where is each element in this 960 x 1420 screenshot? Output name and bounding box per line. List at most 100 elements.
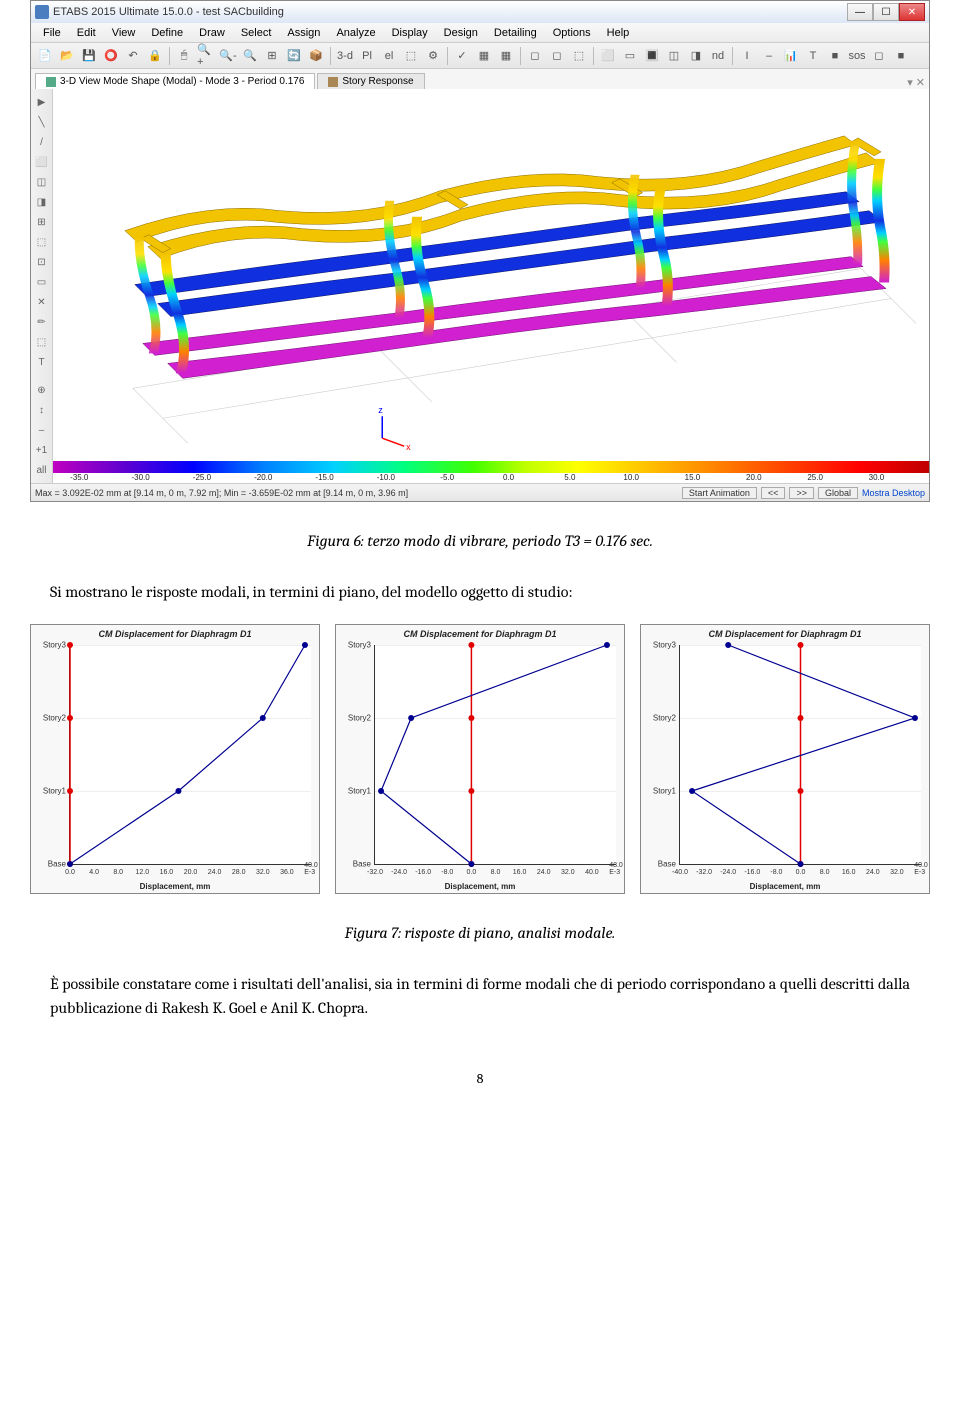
- maximize-button[interactable]: ☐: [873, 3, 899, 21]
- toolbar-button[interactable]: Pl: [357, 46, 377, 66]
- toolbar-button[interactable]: 📦: [306, 46, 326, 66]
- y-tick-label: Story2: [339, 714, 371, 723]
- x-tick-label: 0.0: [796, 869, 806, 876]
- toolbar-button[interactable]: 📊: [781, 46, 801, 66]
- x-tick-label: 16.0: [513, 869, 527, 876]
- side-tool-button[interactable]: ✏: [33, 313, 51, 331]
- menu-draw[interactable]: Draw: [191, 25, 233, 41]
- menu-help[interactable]: Help: [599, 25, 638, 41]
- minimize-button[interactable]: —: [847, 3, 873, 21]
- toolbar-button[interactable]: el: [379, 46, 399, 66]
- side-tool-button[interactable]: /: [33, 133, 51, 151]
- toolbar-button[interactable]: ⬜: [598, 46, 618, 66]
- conclusion-paragraph: È possibile constatare come i risultati …: [50, 972, 910, 1020]
- side-tool-button[interactable]: ↕: [33, 401, 51, 419]
- x-tick-label: 40.0 E-3: [304, 862, 318, 876]
- toolbar-button[interactable]: 💾: [79, 46, 99, 66]
- toolbar-button[interactable]: ✓: [452, 46, 472, 66]
- toolbar-button[interactable]: I: [737, 46, 757, 66]
- gradient-ticks: -35.0-30.0-25.0-20.0-15.0-10.0-5.00.05.0…: [53, 473, 929, 483]
- x-tick-label: 4.0: [89, 869, 99, 876]
- side-tool-button[interactable]: ⊕: [33, 381, 51, 399]
- mode-shape-render: z x: [53, 89, 929, 482]
- menu-analyze[interactable]: Analyze: [328, 25, 383, 41]
- y-tick-label: Story3: [644, 641, 676, 650]
- toolbar-button[interactable]: ■: [891, 46, 911, 66]
- toolbar-button[interactable]: ⬚: [569, 46, 589, 66]
- tab-3d-view[interactable]: 3-D View Mode Shape (Modal) - Mode 3 - P…: [35, 73, 315, 89]
- next-button[interactable]: >>: [789, 487, 814, 499]
- side-tool-button[interactable]: ✕: [33, 293, 51, 311]
- side-tool-button[interactable]: ◨: [33, 193, 51, 211]
- toolbar-button[interactable]: 📄: [35, 46, 55, 66]
- side-tool-button[interactable]: ▶: [33, 93, 51, 111]
- toolbar-button[interactable]: 🔍-: [218, 46, 238, 66]
- x-tick-label: -16.0: [415, 869, 431, 876]
- side-tool-button[interactable]: ▭: [33, 273, 51, 291]
- side-tool-button[interactable]: ⬚: [33, 333, 51, 351]
- toolbar-button[interactable]: ▦: [474, 46, 494, 66]
- side-tool-button[interactable]: ⊞: [33, 213, 51, 231]
- titlebar: ETABS 2015 Ultimate 15.0.0 - test SACbui…: [31, 1, 929, 23]
- toolbar-button[interactable]: ◻: [869, 46, 889, 66]
- side-tool-button[interactable]: +1: [33, 441, 51, 459]
- toolbar-button[interactable]: ↶: [123, 46, 143, 66]
- toolbar-button[interactable]: 🔒: [145, 46, 165, 66]
- tab-controls[interactable]: ▾ ✕: [899, 76, 925, 89]
- toolbar-button[interactable]: ◨: [686, 46, 706, 66]
- toolbar-button[interactable]: –: [759, 46, 779, 66]
- x-tick-label: -16.0: [744, 869, 760, 876]
- close-button[interactable]: ✕: [899, 3, 925, 21]
- toolbar-button[interactable]: 📂: [57, 46, 77, 66]
- toolbar-button[interactable]: 🔄: [284, 46, 304, 66]
- toolbar-button[interactable]: ▦: [496, 46, 516, 66]
- side-tool-button[interactable]: all: [33, 461, 51, 479]
- x-tick-label: -32.0: [696, 869, 712, 876]
- toolbar-button[interactable]: ■: [825, 46, 845, 66]
- side-tool-button[interactable]: ⬚: [33, 233, 51, 251]
- chart-icon: [328, 77, 338, 87]
- side-tool-button[interactable]: T: [33, 353, 51, 371]
- menu-display[interactable]: Display: [384, 25, 436, 41]
- toolbar-button[interactable]: 🔍+: [196, 46, 216, 66]
- toolbar-button[interactable]: ◻: [547, 46, 567, 66]
- 3d-canvas[interactable]: z x: [53, 89, 929, 483]
- show-desktop[interactable]: Mostra Desktop: [862, 488, 925, 498]
- menu-define[interactable]: Define: [143, 25, 191, 41]
- side-tool-button[interactable]: ╲: [33, 113, 51, 131]
- tab-label: 3-D View Mode Shape (Modal) - Mode 3 - P…: [60, 76, 304, 87]
- side-tool-button[interactable]: ⬜: [33, 153, 51, 171]
- toolbar-button[interactable]: nd: [708, 46, 728, 66]
- toolbar-button[interactable]: ▭: [620, 46, 640, 66]
- colorbar-tick: 5.0: [564, 473, 575, 482]
- side-tool-button[interactable]: –: [33, 421, 51, 439]
- menu-detailing[interactable]: Detailing: [486, 25, 545, 41]
- toolbar-button[interactable]: ◫: [664, 46, 684, 66]
- start-animation-button[interactable]: Start Animation: [682, 487, 757, 499]
- tab-story-response[interactable]: Story Response: [317, 73, 424, 89]
- toolbar-button[interactable]: ⊞: [262, 46, 282, 66]
- toolbar-button[interactable]: 3-d: [335, 46, 355, 66]
- toolbar-button[interactable]: sos: [847, 46, 867, 66]
- toolbar-button[interactable]: 🖱: [174, 46, 194, 66]
- side-tool-button[interactable]: ⊡: [33, 253, 51, 271]
- coord-system[interactable]: Global: [818, 487, 858, 499]
- x-tick-label: 16.0: [160, 869, 174, 876]
- menu-options[interactable]: Options: [545, 25, 599, 41]
- menu-edit[interactable]: Edit: [69, 25, 104, 41]
- toolbar-button[interactable]: 🔳: [642, 46, 662, 66]
- prev-button[interactable]: <<: [761, 487, 786, 499]
- toolbar-button[interactable]: 🔍: [240, 46, 260, 66]
- side-tool-button[interactable]: ◫: [33, 173, 51, 191]
- menu-file[interactable]: File: [35, 25, 69, 41]
- menu-select[interactable]: Select: [233, 25, 280, 41]
- menu-view[interactable]: View: [104, 25, 144, 41]
- toolbar-button[interactable]: ◻: [525, 46, 545, 66]
- menu-design[interactable]: Design: [436, 25, 486, 41]
- menu-assign[interactable]: Assign: [279, 25, 328, 41]
- page-number: 8: [0, 1070, 960, 1087]
- toolbar-button[interactable]: ⭕: [101, 46, 121, 66]
- toolbar-button[interactable]: T: [803, 46, 823, 66]
- toolbar-button[interactable]: ⬚: [401, 46, 421, 66]
- toolbar-button[interactable]: ⚙: [423, 46, 443, 66]
